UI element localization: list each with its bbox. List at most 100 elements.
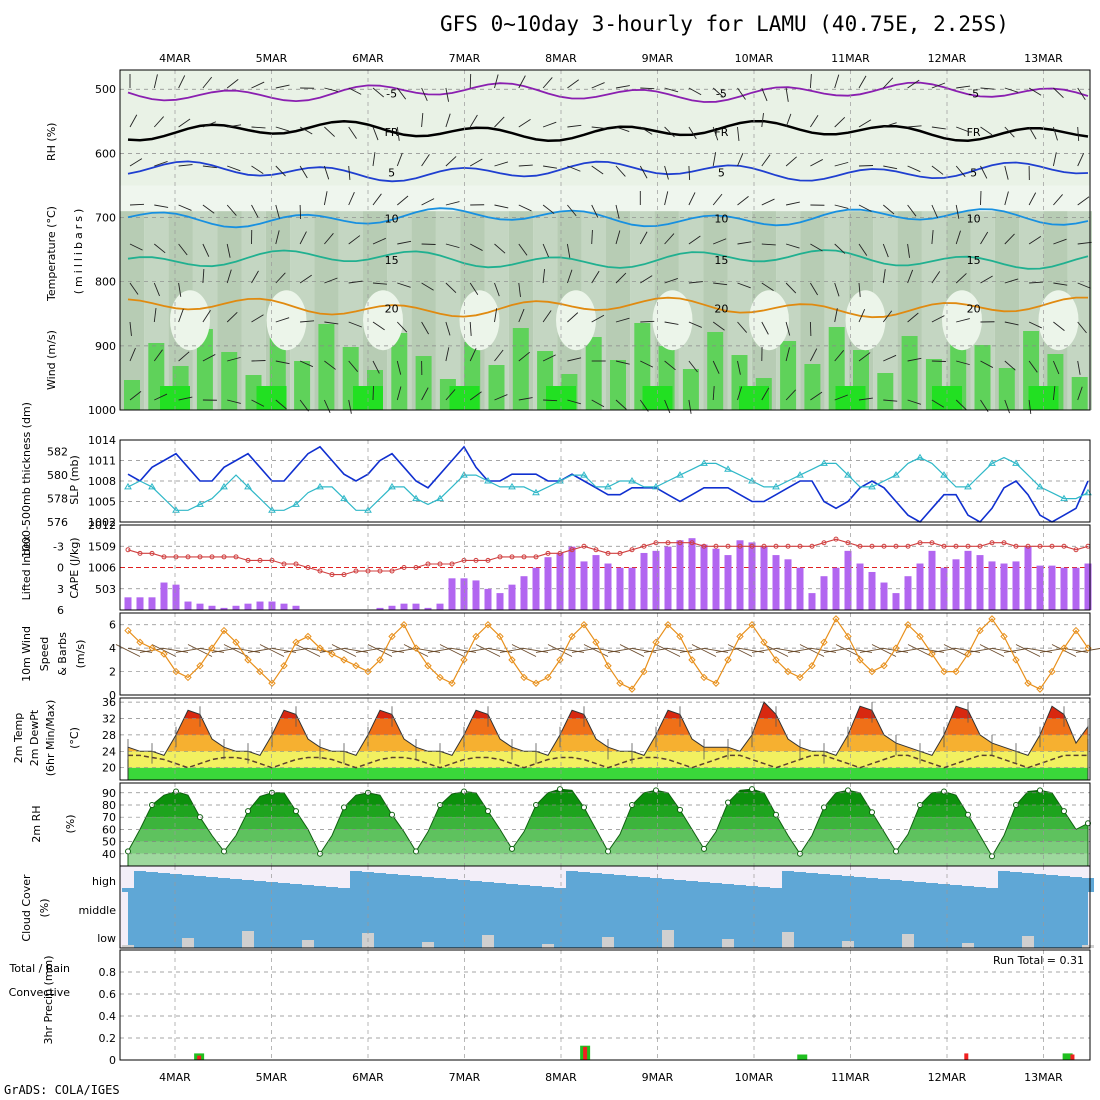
cloud-low-bar <box>1082 945 1094 948</box>
li-point <box>917 540 923 546</box>
thickness-point <box>148 482 156 490</box>
isotherm-line <box>127 119 1089 143</box>
cape-bar <box>616 567 624 610</box>
wind-barb <box>980 165 988 179</box>
cape-bar <box>196 603 204 610</box>
wind-barb <box>664 399 671 414</box>
cape-bar <box>748 542 756 610</box>
wind-barb <box>518 243 528 256</box>
cape-bar <box>1024 546 1032 610</box>
wind-barb <box>348 280 363 284</box>
li-point <box>1049 543 1055 549</box>
rh-point <box>221 848 227 855</box>
wind-speed-point <box>136 638 144 646</box>
cloud-high-bar <box>626 876 638 892</box>
surface-wind-barb <box>811 648 837 653</box>
date-label-bottom: 10MAR <box>735 1071 774 1084</box>
thickness-point <box>484 477 492 484</box>
cloud-high-bar <box>278 883 290 892</box>
rh-point <box>485 808 491 815</box>
rh-point <box>725 799 731 806</box>
surface-wind-barb <box>1015 644 1041 657</box>
li-point <box>521 554 527 560</box>
isotherm-line <box>127 160 1089 183</box>
wind-barb <box>785 282 797 294</box>
cloud-high-bar <box>914 882 926 892</box>
cape-bar <box>544 557 552 610</box>
rh-band-moist <box>585 337 602 410</box>
panel-frame <box>119 949 1091 1061</box>
precip-convective-bar <box>197 1055 202 1060</box>
li-point <box>641 543 647 549</box>
wind-barb <box>348 192 355 206</box>
wind-barb <box>324 277 338 284</box>
wind-barb <box>761 154 771 167</box>
wind-barb <box>445 113 451 128</box>
rh-band-moist <box>196 329 213 410</box>
cloud-high-bar <box>338 888 350 892</box>
wind-barb <box>1004 321 1019 326</box>
wind-barb <box>713 238 727 245</box>
li-point <box>497 554 503 560</box>
temperature-band <box>128 767 1088 780</box>
cape-bar <box>940 567 948 610</box>
li-point <box>569 547 575 553</box>
wind-barb <box>931 230 934 245</box>
cape-bar <box>556 552 564 610</box>
ylabel-part: Temperature (°C) <box>45 206 58 302</box>
precip-tick-label: 0.8 <box>99 966 117 979</box>
li-point <box>953 543 959 549</box>
surface-wind-barb <box>295 644 321 657</box>
surface-wind-barb <box>907 644 933 657</box>
surface-wind-barb <box>535 648 561 653</box>
cape-bar <box>460 578 468 610</box>
li-point <box>329 572 335 578</box>
wind-barb <box>883 399 898 402</box>
thickness-point <box>652 482 660 490</box>
li-point <box>353 568 359 574</box>
wind-speed-point <box>268 679 276 687</box>
surface-wind-barb <box>715 648 741 653</box>
wind-speed-point <box>460 656 468 664</box>
cloud-high-bar <box>518 885 530 892</box>
cloud-high-bar <box>902 881 914 892</box>
wind-barb <box>1052 126 1058 141</box>
panel-frame <box>119 612 1091 696</box>
li-point <box>833 536 839 542</box>
wind-barb <box>761 198 775 206</box>
thickness-point <box>220 482 228 490</box>
li-point <box>485 557 491 563</box>
rh-point <box>1061 808 1067 815</box>
thickness-point <box>772 482 780 490</box>
wind-barb <box>542 243 549 258</box>
cape-tick-label: 2012 <box>88 519 116 532</box>
cape-bar <box>436 603 444 610</box>
rh-band-moist <box>294 361 311 410</box>
rh-point <box>461 788 467 795</box>
li-point <box>149 550 155 556</box>
thickness-point <box>988 459 996 466</box>
isotherm-label: 5 <box>970 166 977 179</box>
date-label-top: 11MAR <box>831 52 870 65</box>
li-point <box>869 543 875 549</box>
temp-ylabel-1: 2m Temp <box>12 713 25 764</box>
wind-barb <box>1052 360 1060 375</box>
wind-barb <box>518 118 531 128</box>
cloud-high-bar <box>614 875 626 892</box>
wind-barb <box>445 389 456 401</box>
isotherm-line <box>127 296 1088 319</box>
wind-barb <box>956 318 970 323</box>
temp-ylabel-3: (6hr Min/Max) <box>44 700 57 777</box>
wind-barb <box>882 243 889 258</box>
surface-wind-barb <box>259 644 285 657</box>
wind-barb <box>445 282 457 294</box>
cape-bar <box>1012 561 1020 610</box>
cape-bar <box>1000 563 1008 610</box>
wind-barb <box>615 85 630 89</box>
wind-barb <box>834 394 848 401</box>
wind-barb <box>907 204 917 217</box>
cloud-level-label: middle <box>78 904 116 917</box>
wind-barb <box>226 243 231 258</box>
rh-ylabel-2: (%) <box>64 814 77 833</box>
